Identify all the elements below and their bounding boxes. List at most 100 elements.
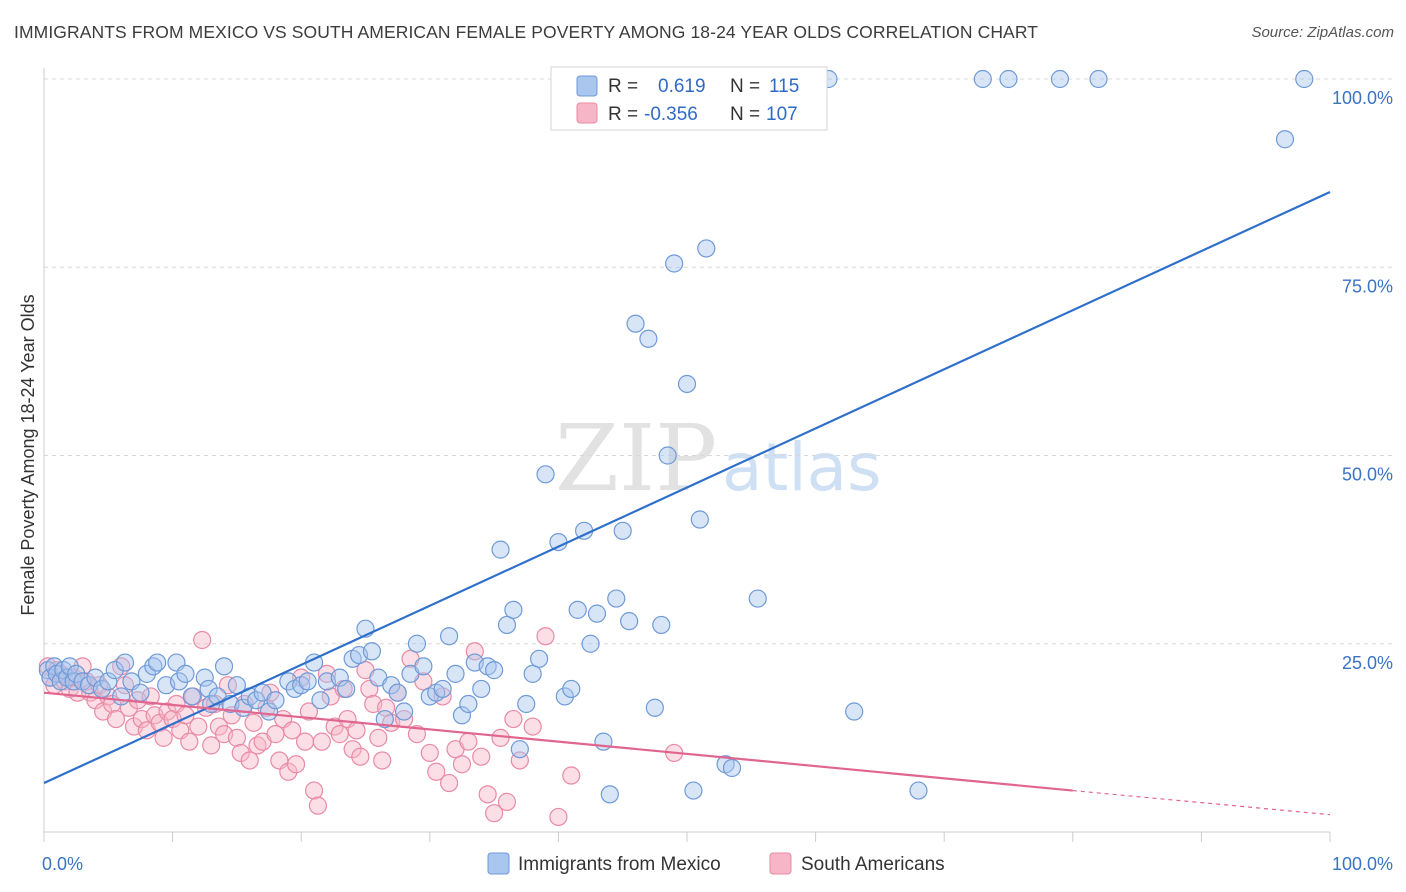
mexico-point xyxy=(677,374,697,394)
legend-n-label-mexico: N = xyxy=(730,76,760,97)
mexico-point xyxy=(652,615,671,635)
mexico-point xyxy=(620,612,639,631)
bottom-legend-swatch-south-american xyxy=(769,852,792,875)
mexico-point xyxy=(472,679,491,699)
mexico-point xyxy=(510,740,529,759)
legend-r-label-mexico: R = xyxy=(608,76,638,97)
mexico-point xyxy=(60,657,79,676)
trend-lines xyxy=(43,190,1331,816)
mexico-point xyxy=(999,69,1018,89)
mexico-point xyxy=(587,604,607,623)
mexico-point xyxy=(452,706,472,725)
mexico-point xyxy=(195,668,214,687)
mexico-point xyxy=(1295,69,1314,89)
mexico-point xyxy=(581,634,600,653)
y-tick-label: 75.0% xyxy=(1342,276,1393,296)
mexico-point xyxy=(131,683,150,702)
legend-r-value-south-american: -0.356 xyxy=(644,104,698,125)
mexico-point xyxy=(182,687,201,706)
south-american-point xyxy=(193,630,212,650)
source-note: Source: ZipAtlas.com xyxy=(1251,24,1394,41)
south-american-point xyxy=(369,728,388,747)
legend-swatch-south-american xyxy=(576,102,598,124)
mexico-point xyxy=(214,657,234,676)
x-tick-label: 0.0% xyxy=(42,854,83,874)
mexico-point xyxy=(266,691,285,710)
mexico-point xyxy=(414,657,433,676)
bottom-legend-label-south-american: South Americans xyxy=(801,854,945,875)
legend-r-label-south-american: R = xyxy=(608,104,638,125)
mexico-point xyxy=(607,589,626,608)
axes xyxy=(43,68,1331,842)
mexico-point xyxy=(485,661,504,680)
mexico-point xyxy=(362,642,382,661)
mexico-point xyxy=(105,661,124,680)
south-american-point xyxy=(308,796,328,815)
mexico-point xyxy=(697,239,716,258)
mexico-point xyxy=(115,653,135,672)
mexico-point xyxy=(433,679,452,699)
mexico-point xyxy=(439,627,459,646)
legend-n-value-south-american: 107 xyxy=(766,104,798,125)
legend-n-value-mexico: 115 xyxy=(769,76,799,97)
mexico-point xyxy=(394,702,414,721)
south-american-point xyxy=(562,766,581,785)
mexico-point xyxy=(909,781,928,800)
mexico-point xyxy=(690,510,709,529)
y-tick-label: 100.0% xyxy=(1332,88,1393,108)
south-american-point xyxy=(312,732,331,751)
series-legend: Immigrants from Mexico South Americans xyxy=(487,852,945,875)
mexico-point xyxy=(626,314,645,333)
south-american-point xyxy=(427,762,446,781)
mexico-point xyxy=(112,687,131,706)
mexico-point xyxy=(613,521,632,540)
mexico-point xyxy=(504,600,523,619)
south-american-point xyxy=(279,762,298,781)
south-american-point xyxy=(189,717,208,736)
y-tick-label: 50.0% xyxy=(1342,465,1393,485)
south-american-point xyxy=(536,627,555,646)
south-american-point xyxy=(459,732,478,751)
mexico-point xyxy=(645,698,664,717)
south-american-point xyxy=(549,807,568,827)
south-american-point xyxy=(485,804,504,823)
mexico-point xyxy=(148,653,167,672)
legend-r-value-mexico: 0.619 xyxy=(658,76,706,97)
south-american-point xyxy=(180,732,199,751)
mexico-point xyxy=(311,691,330,710)
mexico-point xyxy=(259,702,279,721)
mexico-point xyxy=(176,664,195,683)
mexico-point xyxy=(99,672,118,691)
south-american-point xyxy=(73,657,92,676)
south-american-point xyxy=(343,740,362,759)
mexico-point xyxy=(845,702,864,721)
grid-lines xyxy=(44,78,1393,645)
south-american-point xyxy=(286,755,306,774)
mexico-point xyxy=(382,676,401,695)
mexico-point xyxy=(67,664,86,683)
south-american-point xyxy=(497,792,517,811)
mexico-point xyxy=(497,615,517,635)
south-american-trend-extension xyxy=(1072,789,1331,816)
mexico-point xyxy=(530,649,549,668)
chart-title: IMMIGRANTS FROM MEXICO VS SOUTH AMERICAN… xyxy=(14,22,1039,42)
south-american-point xyxy=(330,725,349,744)
south-american-point xyxy=(283,721,302,740)
mexico-points xyxy=(38,69,1314,804)
x-tick-label: 100.0% xyxy=(1332,854,1393,874)
south-american-trend-line xyxy=(43,691,1073,792)
mexico-point xyxy=(1050,69,1070,89)
mexico-trend-line xyxy=(43,190,1331,785)
mexico-point xyxy=(722,758,742,778)
south-american-point xyxy=(491,728,510,747)
south-american-point xyxy=(154,728,173,747)
mexico-point xyxy=(407,634,427,653)
mexico-point xyxy=(523,664,542,683)
south-american-point xyxy=(373,751,392,770)
y-axis-label: Female Poverty Among 18-24 Year Olds xyxy=(18,294,38,615)
y-tick-label: 25.0% xyxy=(1342,653,1393,673)
south-american-point xyxy=(299,702,319,721)
mexico-point xyxy=(337,679,356,699)
south-american-point xyxy=(420,743,439,763)
